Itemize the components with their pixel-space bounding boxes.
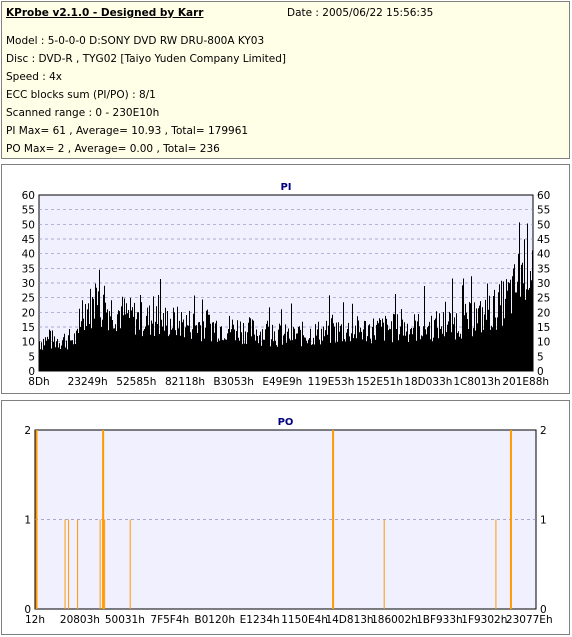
range-line: Scanned range : 0 - 230E10h bbox=[6, 107, 160, 119]
pi-ytick-right: 10 bbox=[537, 337, 550, 349]
po-stats-line: PO Max= 2 , Average= 0.00 , Total= 236 bbox=[6, 143, 220, 155]
pi-ytick-right: 45 bbox=[537, 234, 550, 246]
pi-ytick-right: 0 bbox=[537, 366, 544, 378]
pi-ytick-left: 50 bbox=[22, 219, 35, 231]
pi-ytick-right: 15 bbox=[537, 322, 550, 334]
pi-ytick-left: 25 bbox=[22, 293, 35, 305]
pi-stats-line: PI Max= 61 , Average= 10.93 , Total= 179… bbox=[6, 125, 249, 137]
pi-ytick-right: 30 bbox=[537, 278, 550, 290]
pi-xtick: 119E53h bbox=[308, 376, 355, 388]
pi-xtick: 8Dh bbox=[28, 376, 49, 388]
po-xtick: 1F9302h bbox=[461, 614, 507, 626]
po-xtick: 12h bbox=[25, 614, 45, 626]
po-xtick: 23077Eh bbox=[506, 614, 553, 626]
po-ytick-right: 2 bbox=[540, 425, 547, 437]
po-ytick-left: 0 bbox=[24, 604, 31, 616]
pi-chart-title: PI bbox=[280, 182, 291, 193]
pi-ytick-left: 5 bbox=[28, 351, 35, 363]
disc-line: Disc : DVD-R , TYG02 [Taiyo Yuden Compan… bbox=[6, 53, 287, 65]
pi-ytick-left: 60 bbox=[22, 190, 35, 202]
pi-ytick-left: 10 bbox=[22, 337, 35, 349]
pi-xtick: 23249h bbox=[68, 376, 108, 388]
pi-bars bbox=[39, 222, 533, 371]
po-ytick-right: 1 bbox=[540, 515, 547, 527]
pi-ytick-left: 30 bbox=[22, 278, 35, 290]
ecc-line: ECC blocks sum (PI/PO) : 8/1 bbox=[6, 89, 156, 101]
po-ytick-right: 0 bbox=[540, 604, 547, 616]
pi-ytick-right: 55 bbox=[537, 205, 550, 217]
pi-ytick-left: 55 bbox=[22, 205, 35, 217]
pi-ytick-left: 0 bbox=[28, 366, 35, 378]
po-xtick: B0120h bbox=[194, 614, 235, 626]
po-xtick: 7F5F4h bbox=[150, 614, 189, 626]
speed-line: Speed : 4x bbox=[6, 71, 63, 83]
pi-xtick: 1C8013h bbox=[453, 376, 500, 388]
po-ytick-left: 1 bbox=[24, 515, 31, 527]
pi-ytick-left: 20 bbox=[22, 307, 35, 319]
po-xtick: 14D813h bbox=[325, 614, 373, 626]
pi-ytick-left: 45 bbox=[22, 234, 35, 246]
po-xtick: 1150E4h bbox=[281, 614, 328, 626]
scan-date: Date : 2005/06/22 15:56:35 bbox=[287, 7, 434, 19]
po-xtick: 20803h bbox=[60, 614, 100, 626]
pi-ytick-right: 20 bbox=[537, 307, 550, 319]
pi-xtick: B3053h bbox=[213, 376, 254, 388]
pi-ytick-left: 15 bbox=[22, 322, 35, 334]
po-xtick: E1234h bbox=[240, 614, 280, 626]
app-title: KProbe v2.1.0 - Designed by Karr bbox=[6, 7, 204, 19]
pi-xtick: 52585h bbox=[116, 376, 156, 388]
pi-ytick-right: 35 bbox=[537, 263, 550, 275]
po-chart-panel: PO 0 0 1 1 2 2 12h 20803h 50031h 7F5F4h B0120h E1234… bbox=[1, 400, 570, 635]
pi-xtick: 152E51h bbox=[356, 376, 403, 388]
info-panel: KProbe v2.1.0 - Designed by Karr Date : … bbox=[1, 1, 570, 159]
po-xtick: 1BF933h bbox=[416, 614, 463, 626]
pi-xtick: E49E9h bbox=[262, 376, 302, 388]
pi-ytick-right: 40 bbox=[537, 249, 550, 261]
po-chart-title: PO bbox=[278, 417, 294, 428]
pi-ytick-right: 50 bbox=[537, 219, 550, 231]
pi-ytick-left: 35 bbox=[22, 263, 35, 275]
po-chart: PO 0 0 1 1 2 2 12h 20803h 50031h 7F5F4h B0120h E1234… bbox=[24, 417, 553, 626]
pi-ytick-right: 25 bbox=[537, 293, 550, 305]
pi-ytick-left: 40 bbox=[22, 249, 35, 261]
pi-xtick: 82118h bbox=[165, 376, 205, 388]
pi-xtick: 201E88h bbox=[502, 376, 549, 388]
pi-ytick-right: 60 bbox=[537, 190, 550, 202]
model-line: Model : 5-0-0-0 D:SONY DVD RW DRU-800A K… bbox=[6, 35, 265, 47]
po-xtick: 50031h bbox=[105, 614, 145, 626]
po-ytick-left: 2 bbox=[24, 425, 31, 437]
pi-ytick-right: 5 bbox=[537, 351, 544, 363]
po-plot-area bbox=[34, 429, 537, 610]
pi-xtick: 18D033h bbox=[404, 376, 452, 388]
pi-chart-panel: PI 0 0 5 5 10 10 15 15 20 20 25 25 30 30 35 35 40 40 45 45 50… bbox=[1, 164, 570, 394]
po-xtick: 186002h bbox=[371, 614, 418, 626]
